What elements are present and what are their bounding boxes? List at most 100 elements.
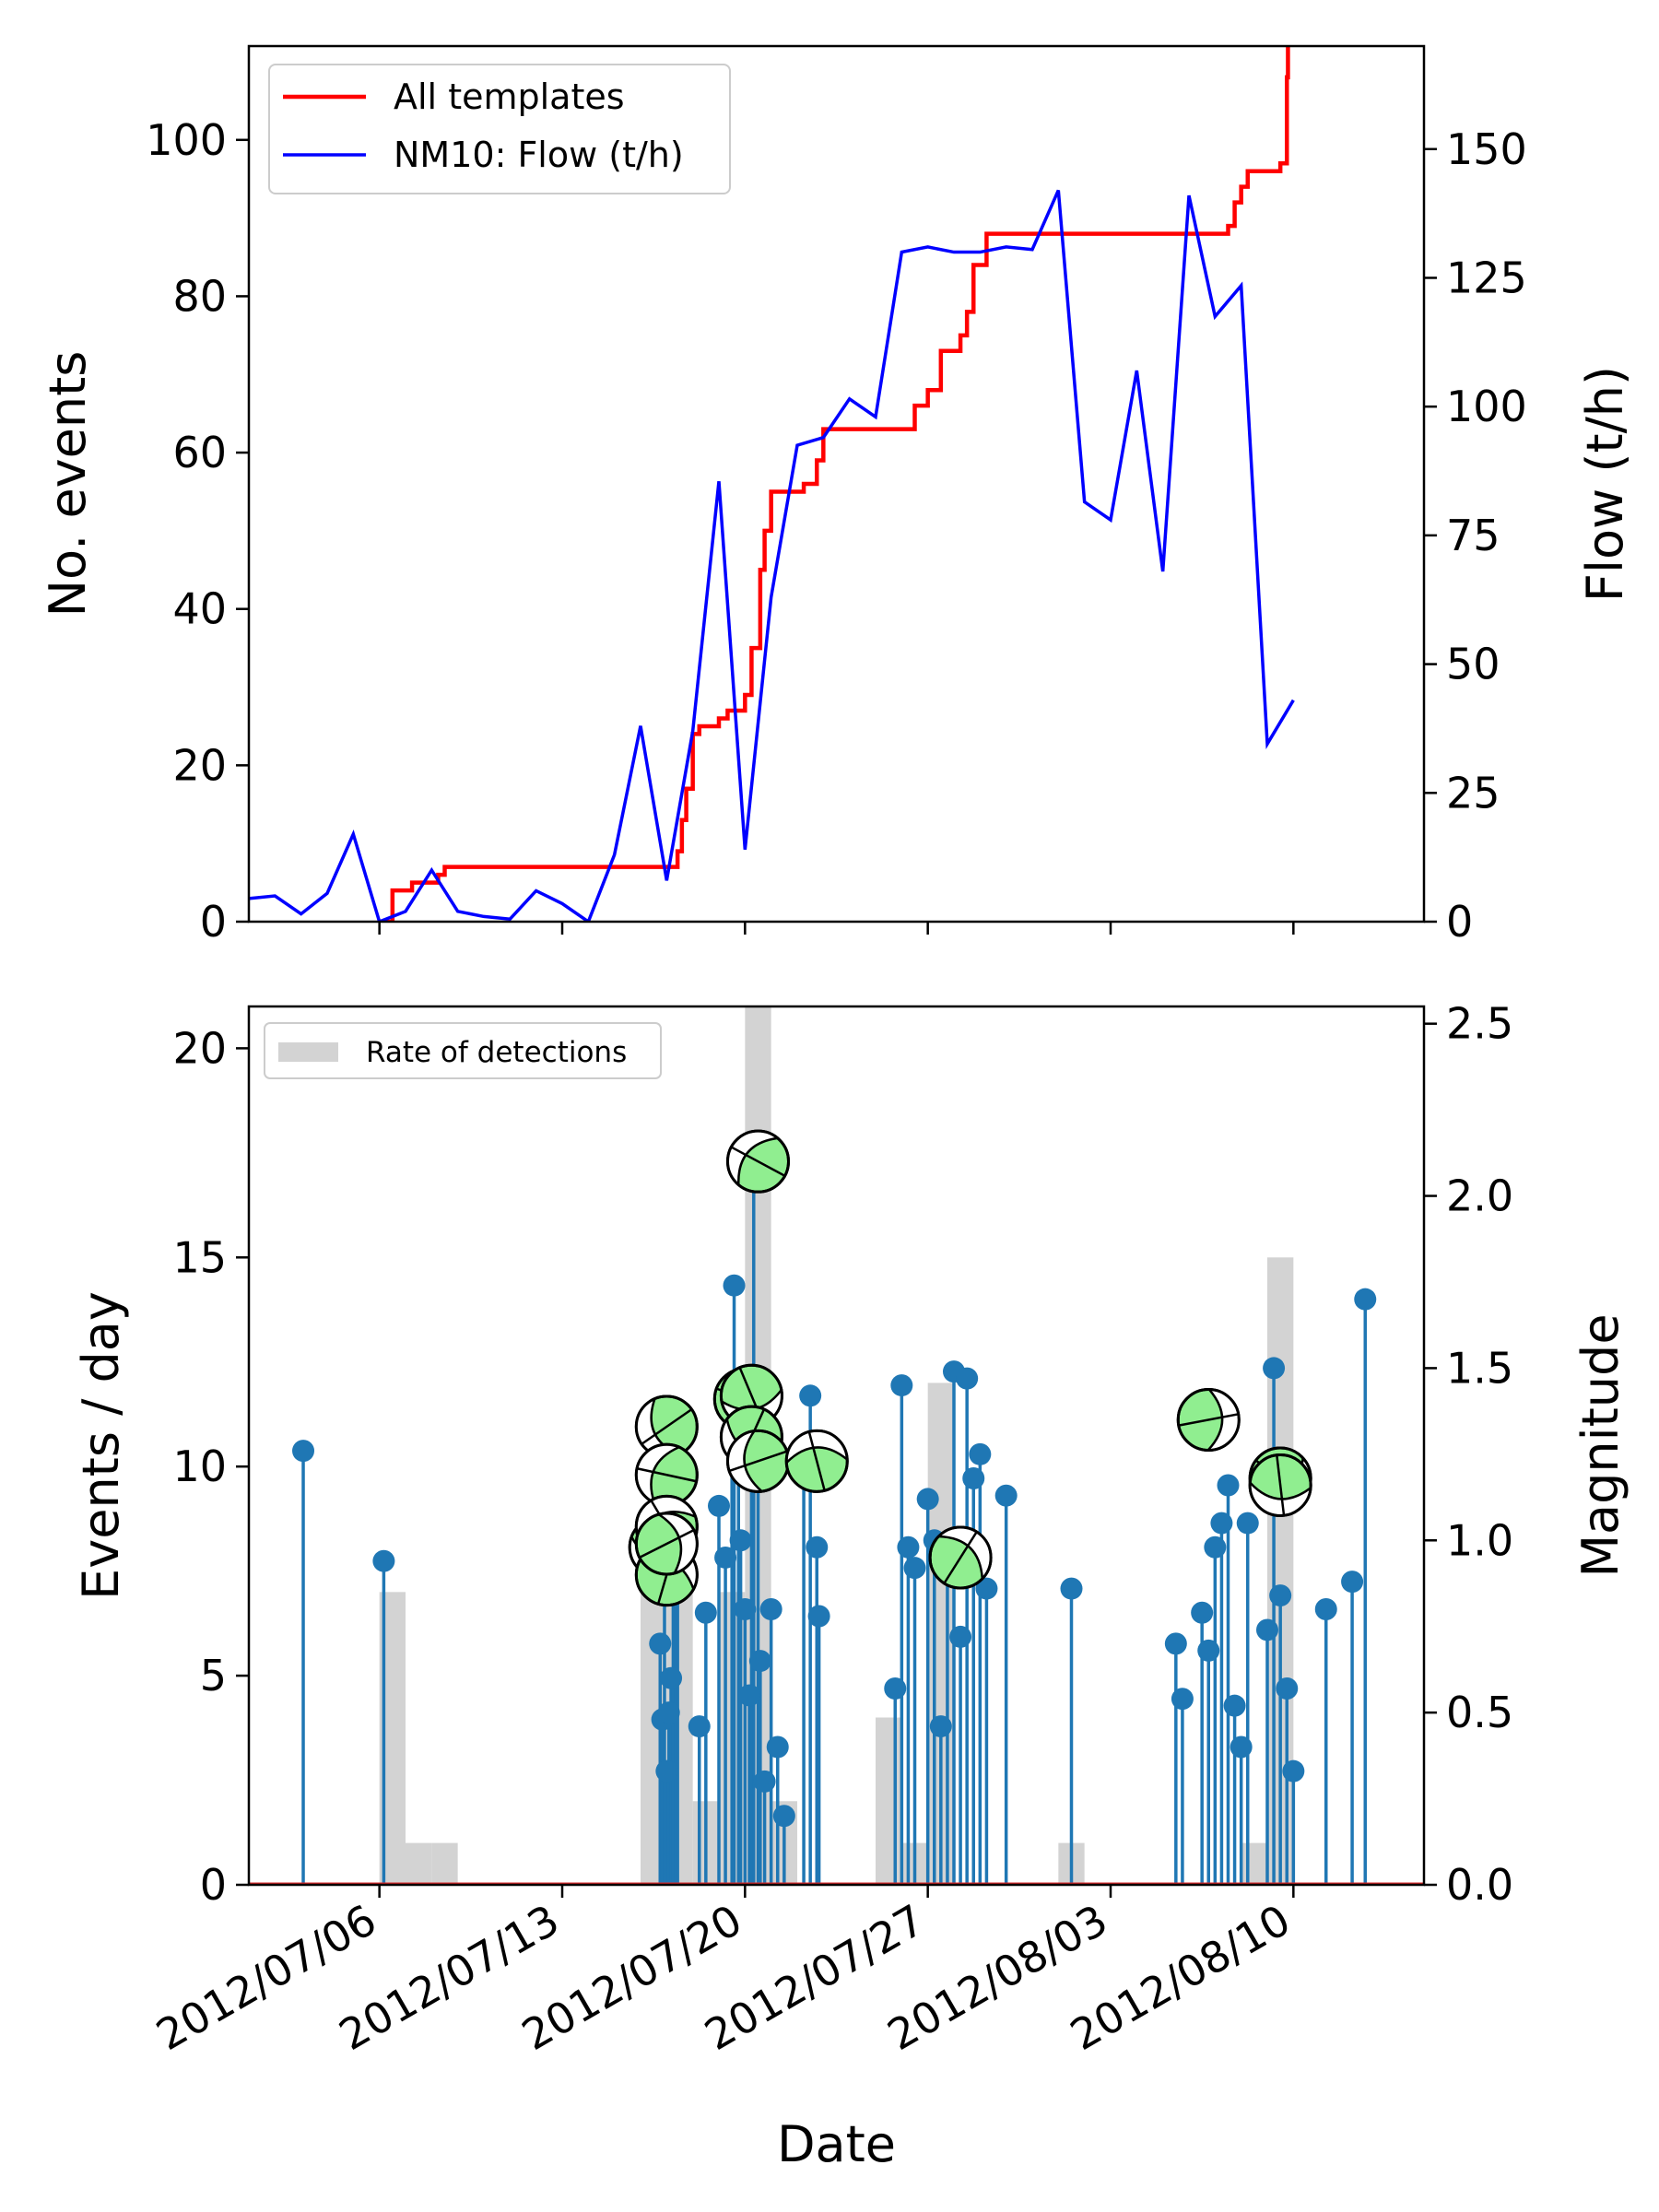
y2-tick-label: 2.5: [1446, 999, 1513, 1049]
y2-tick-label: 25: [1446, 768, 1500, 818]
legend-label-nm10-flow: NM10: Flow (t/h): [394, 135, 684, 175]
y2-tick-label: 0.0: [1446, 1860, 1513, 1910]
y2-tick-label: 0: [1446, 897, 1473, 947]
magnitude-marker: [1314, 1598, 1337, 1621]
focal-mechanism-plane: [1276, 1454, 1286, 1516]
magnitude-marker: [655, 1759, 678, 1783]
line-nm10-flow: [249, 189, 1295, 922]
magnitude-marker: [772, 1805, 795, 1828]
top-panel: 0 20 40 60 80 100 0 25 50 75 100 125 150 No. events Fl…: [39, 44, 1634, 947]
magnitude-marker: [688, 1715, 711, 1738]
focal-mechanism-plane: [730, 1146, 786, 1177]
focal-mechanism-plane: [943, 1531, 978, 1584]
magnitude-marker: [1164, 1632, 1187, 1655]
legend-label-all-templates: All templates: [394, 76, 625, 117]
focal-mechanism-plane: [636, 1467, 697, 1483]
magnitude-marker: [1282, 1759, 1305, 1783]
focal-mechanism-plane: [807, 1431, 826, 1491]
focal-mechanism-outline: [928, 1525, 993, 1590]
magnitude-marker: [714, 1546, 737, 1569]
magnitude-marker: [1060, 1577, 1083, 1600]
magnitude-marker: [994, 1484, 1018, 1507]
magnitude-marker: [734, 1598, 757, 1621]
focal-mechanism-plane: [728, 1450, 788, 1473]
legend-swatch-rate: [278, 1042, 338, 1062]
focal-mechanism: [726, 1129, 790, 1194]
magnitude-marker: [1263, 1357, 1286, 1380]
focal-mechanism-outline: [784, 1429, 849, 1493]
legend-box: [264, 1022, 662, 1079]
y2-tick-label: 1.5: [1446, 1343, 1513, 1393]
x-axis: 2012/07/062012/07/132012/07/202012/07/27…: [148, 1885, 1299, 2173]
top-plot-area: [249, 46, 1295, 922]
y-axis-title: No. events: [39, 351, 97, 618]
magnitude-marker: [1223, 1694, 1246, 1717]
bottom-panel: 0 5 10 15 20 0.0 0.5 1.0 1.5 2.0 2.5 Events / day Ma…: [72, 999, 1630, 1910]
magnitude-marker: [1197, 1639, 1220, 1662]
y2-axis-title: Flow (t/h): [1576, 366, 1634, 602]
magnitude-marker: [759, 1598, 782, 1621]
magnitude-marker: [657, 1701, 680, 1724]
y-tick-label: 0: [200, 1860, 227, 1910]
y2-tick-label: 2.0: [1446, 1171, 1513, 1221]
y2-tick-label: 75: [1446, 511, 1500, 560]
magnitude-marker: [884, 1677, 907, 1700]
legend-label-rate: Rate of detections: [366, 1036, 627, 1069]
focal-mechanism: [1248, 1453, 1312, 1517]
magnitude-marker: [1236, 1512, 1259, 1535]
magnitude-marker: [903, 1557, 926, 1580]
focal-mechanism: [634, 1512, 699, 1576]
magnitude-marker: [738, 1684, 761, 1707]
magnitude-marker: [1171, 1688, 1194, 1711]
magnitude-marker: [694, 1601, 717, 1624]
y-tick-label: 20: [172, 740, 227, 790]
y2-tick-label: 100: [1446, 382, 1527, 431]
magnitude-marker: [649, 1632, 672, 1655]
rate-bar: [876, 1717, 902, 1885]
legend-box: [268, 64, 731, 194]
rate-bar: [406, 1842, 432, 1885]
y-tick-label: 100: [146, 115, 227, 165]
magnitude-marker: [1276, 1677, 1299, 1700]
magnitude-marker: [748, 1650, 771, 1673]
focal-mechanism-plane: [641, 1408, 693, 1445]
line-all-templates: [385, 46, 1290, 922]
magnitude-marker: [962, 1467, 985, 1490]
magnitude-marker: [1269, 1584, 1292, 1607]
focal-mechanism-outline: [726, 1129, 790, 1194]
magnitude-marker: [956, 1367, 979, 1390]
magnitude-marker: [1210, 1512, 1233, 1535]
rate-bar: [1241, 1842, 1267, 1885]
focal-mechanism: [928, 1525, 993, 1590]
magnitude-marker: [897, 1535, 920, 1559]
bottom-plot-area: [249, 1006, 1424, 1885]
x-axis-title: Date: [777, 2115, 896, 2173]
magnitude-marker: [1341, 1571, 1364, 1594]
y-tick-label: 15: [172, 1232, 227, 1282]
magnitude-marker: [799, 1384, 822, 1407]
focal-mechanism: [1176, 1387, 1241, 1452]
magnitude-marker: [660, 1666, 683, 1689]
magnitude-marker: [949, 1625, 972, 1648]
y2-axis-title: Magnitude: [1571, 1313, 1630, 1577]
magnitude-marker: [806, 1535, 829, 1559]
y-tick-label: 5: [200, 1651, 227, 1700]
magnitude-marker: [1217, 1474, 1240, 1497]
top-legend: All templates NM10: Flow (t/h): [268, 64, 731, 194]
magnitude-marker: [929, 1715, 952, 1738]
bottom-frame: [247, 1005, 1426, 1887]
magnitude-marker: [916, 1488, 939, 1511]
magnitude-marker: [890, 1374, 913, 1397]
y2-tick-label: 0.5: [1446, 1688, 1513, 1737]
magnitude-marker: [766, 1735, 789, 1759]
top-frame: [247, 44, 1426, 924]
magnitude-marker: [1204, 1535, 1227, 1559]
y2-tick-label: 1.0: [1446, 1515, 1513, 1565]
focal-mechanism-outline: [1248, 1453, 1312, 1517]
magnitude-marker: [729, 1529, 752, 1552]
magnitude-marker: [975, 1577, 998, 1600]
magnitude-marker: [1230, 1735, 1253, 1759]
magnitude-marker: [753, 1770, 776, 1793]
magnitude-marker: [969, 1442, 992, 1465]
